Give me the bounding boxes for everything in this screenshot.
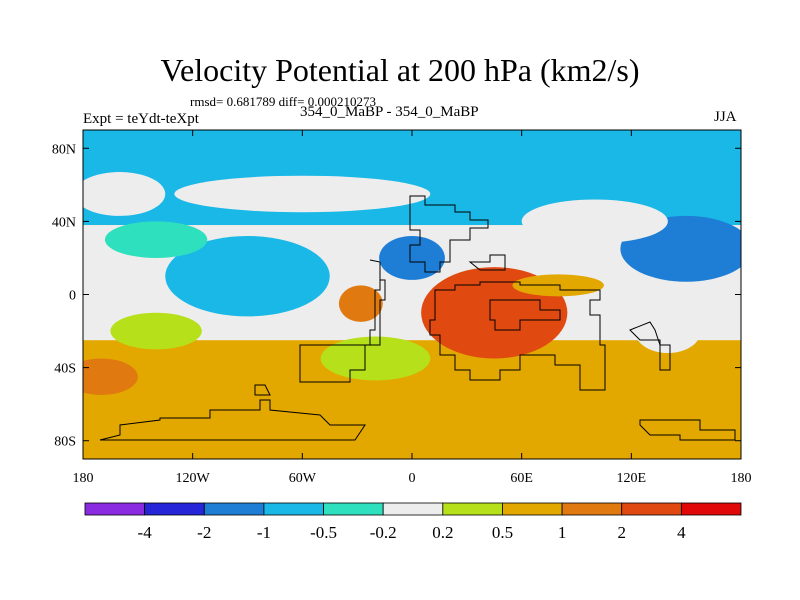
field-anomaly-9	[338, 285, 383, 322]
axes: 180 120W 60W 0 60E 120E 180 80N 40N 0 40S 80S	[52, 130, 752, 486]
field-anomaly-10	[83, 358, 138, 396]
continent-outlines	[99, 195, 736, 441]
x-tick-label-0: 180	[73, 471, 94, 486]
colorbar-swatch-6	[442, 502, 503, 516]
x-tick-label-4: 60E	[510, 471, 533, 486]
continent-outline-4	[629, 321, 671, 371]
colorbar-label-0: -4	[138, 523, 153, 542]
field-anomaly-3	[104, 221, 208, 258]
colorbar-label-8: 2	[617, 523, 626, 542]
field-anomaly-12	[320, 336, 431, 381]
colorbar-swatch-1	[144, 502, 205, 516]
continent-outline-5	[99, 399, 366, 441]
y-tick-label-1: 40N	[52, 215, 76, 230]
colorbar-label-4: -0.2	[370, 523, 397, 542]
field-anomaly-11	[110, 312, 202, 350]
y-tick-label-2: 0	[69, 289, 76, 304]
colorbar-label-3: -0.5	[310, 523, 337, 542]
field-anomaly-4	[83, 172, 166, 216]
colorbar-label-2: -1	[257, 523, 271, 542]
stats-line: rmsd= 0.681789 diff= 0.000210273	[190, 94, 376, 109]
colorbar-label-7: 1	[558, 523, 567, 542]
continent-outline-1	[409, 195, 489, 273]
y-tick-label-3: 40S	[54, 362, 76, 377]
colorbar-swatch-3	[263, 502, 324, 516]
field-anomaly-2	[165, 236, 330, 317]
colorbar-swatch-8	[561, 502, 623, 516]
colorbar-swatch-10	[680, 502, 742, 516]
field-anomaly-8	[454, 299, 498, 344]
x-tick-label-2: 60W	[289, 471, 317, 486]
colorbar-label-6: 0.5	[492, 523, 513, 542]
continent-outline-6	[639, 419, 736, 441]
x-tick-label-5: 120E	[617, 471, 647, 486]
y-tick-label-0: 80N	[52, 142, 76, 157]
continent-outline-7	[468, 254, 506, 271]
colorbar-label-5: 0.2	[432, 523, 453, 542]
colorbar-swatch-7	[502, 502, 563, 516]
colorbar-swatch-2	[203, 502, 265, 516]
x-tick-label-1: 120W	[176, 471, 211, 486]
y-tick-label-4: 80S	[54, 435, 76, 450]
left-label: Expt = teYdt-teXpt	[83, 111, 199, 127]
x-tick-label-3: 0	[409, 471, 416, 486]
continent-outline-0	[299, 259, 386, 383]
map-field	[83, 130, 741, 459]
x-tick-label-6: 180	[731, 471, 752, 486]
continent-outline-8	[254, 384, 271, 396]
continent-outline-3	[489, 299, 561, 331]
colorbar-swatch-0	[84, 502, 146, 516]
colorbar-swatch-9	[621, 502, 682, 516]
field-anomaly-1	[379, 236, 445, 280]
colorbar: -4 -2 -1 -0.5 -0.2 0.2 0.5 1 2 4	[84, 502, 742, 542]
continent-outline-2	[429, 281, 606, 391]
colorbar-swatch-5	[382, 502, 444, 516]
colorbar-label-1: -2	[197, 523, 211, 542]
right-label: JJA	[714, 109, 737, 125]
colorbar-swatch-4	[323, 502, 384, 516]
field-anomaly-6	[521, 199, 668, 244]
center-label: 354_0_MaBP - 354_0_MaBP	[300, 104, 479, 120]
colorbar-label-9: 4	[677, 523, 686, 542]
field-anomaly-14	[634, 309, 701, 353]
chart-title: Velocity Potential at 200 hPa (km2/s)	[160, 52, 640, 88]
field-anomaly-5	[174, 175, 431, 213]
